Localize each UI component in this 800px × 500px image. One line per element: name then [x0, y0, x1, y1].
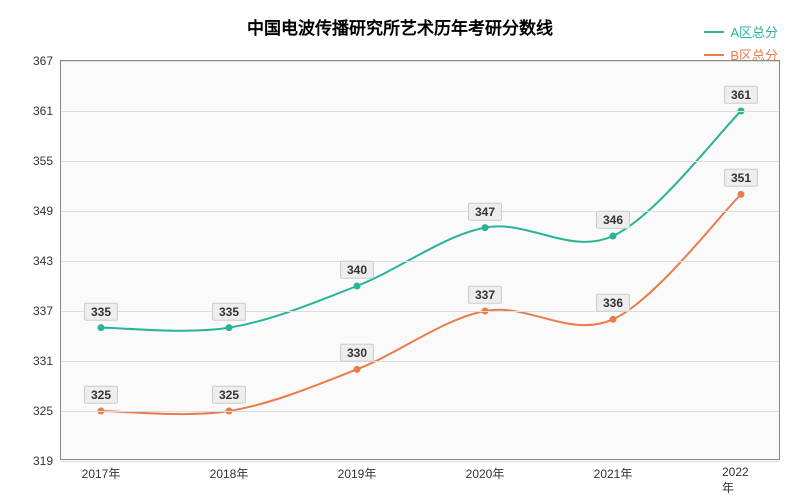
point-label: 330 [340, 344, 374, 362]
ygrid-line [61, 161, 779, 162]
y-axis-label: 343 [33, 254, 53, 268]
series-point [226, 324, 233, 331]
y-axis-label: 325 [33, 404, 53, 418]
ygrid-line [61, 111, 779, 112]
y-axis-label: 331 [33, 354, 53, 368]
legend-swatch [704, 31, 724, 33]
point-label: 335 [212, 302, 246, 320]
y-axis-label: 349 [33, 204, 53, 218]
x-axis-label: 2017年 [82, 465, 121, 482]
series-line [101, 194, 741, 414]
series-point [354, 283, 361, 290]
point-label: 335 [84, 302, 118, 320]
point-label: 347 [468, 202, 502, 220]
point-label: 337 [468, 286, 502, 304]
ygrid-line [61, 311, 779, 312]
series-point [738, 191, 745, 198]
point-label: 336 [596, 294, 630, 312]
line-layer [61, 61, 779, 459]
legend-label: A区总分 [730, 22, 778, 41]
chart-title: 中国电波传播研究所艺术历年考研分数线 [0, 14, 800, 39]
series-point [482, 224, 489, 231]
ygrid-line [61, 411, 779, 412]
y-axis-label: 361 [33, 104, 53, 118]
y-axis-label: 367 [33, 54, 53, 68]
series-point [354, 366, 361, 373]
series-point [610, 316, 617, 323]
point-label: 351 [724, 169, 758, 187]
y-axis-label: 355 [33, 154, 53, 168]
y-axis-label: 319 [33, 454, 53, 468]
ygrid-line [61, 211, 779, 212]
legend-swatch [704, 54, 724, 56]
x-axis-label: 2018年 [210, 465, 249, 482]
x-axis-label: 2021年 [594, 465, 633, 482]
ygrid-line [61, 61, 779, 62]
x-axis-label: 2019年 [338, 465, 377, 482]
legend-item: A区总分 [704, 22, 778, 41]
x-axis-label: 2022年 [722, 465, 760, 496]
y-axis-label: 337 [33, 304, 53, 318]
ygrid-line [61, 261, 779, 262]
ygrid-line [61, 361, 779, 362]
point-label: 361 [724, 86, 758, 104]
point-label: 325 [212, 386, 246, 404]
ygrid-line [61, 461, 779, 462]
point-label: 340 [340, 261, 374, 279]
chart-container: 中国电波传播研究所艺术历年考研分数线 A区总分B区总分 319325331337… [0, 0, 800, 500]
point-label: 346 [596, 211, 630, 229]
series-point [610, 233, 617, 240]
x-axis-label: 2020年 [466, 465, 505, 482]
series-point [98, 324, 105, 331]
plot-area: 3193253313373433493553613672017年2018年201… [60, 60, 780, 460]
point-label: 325 [84, 386, 118, 404]
